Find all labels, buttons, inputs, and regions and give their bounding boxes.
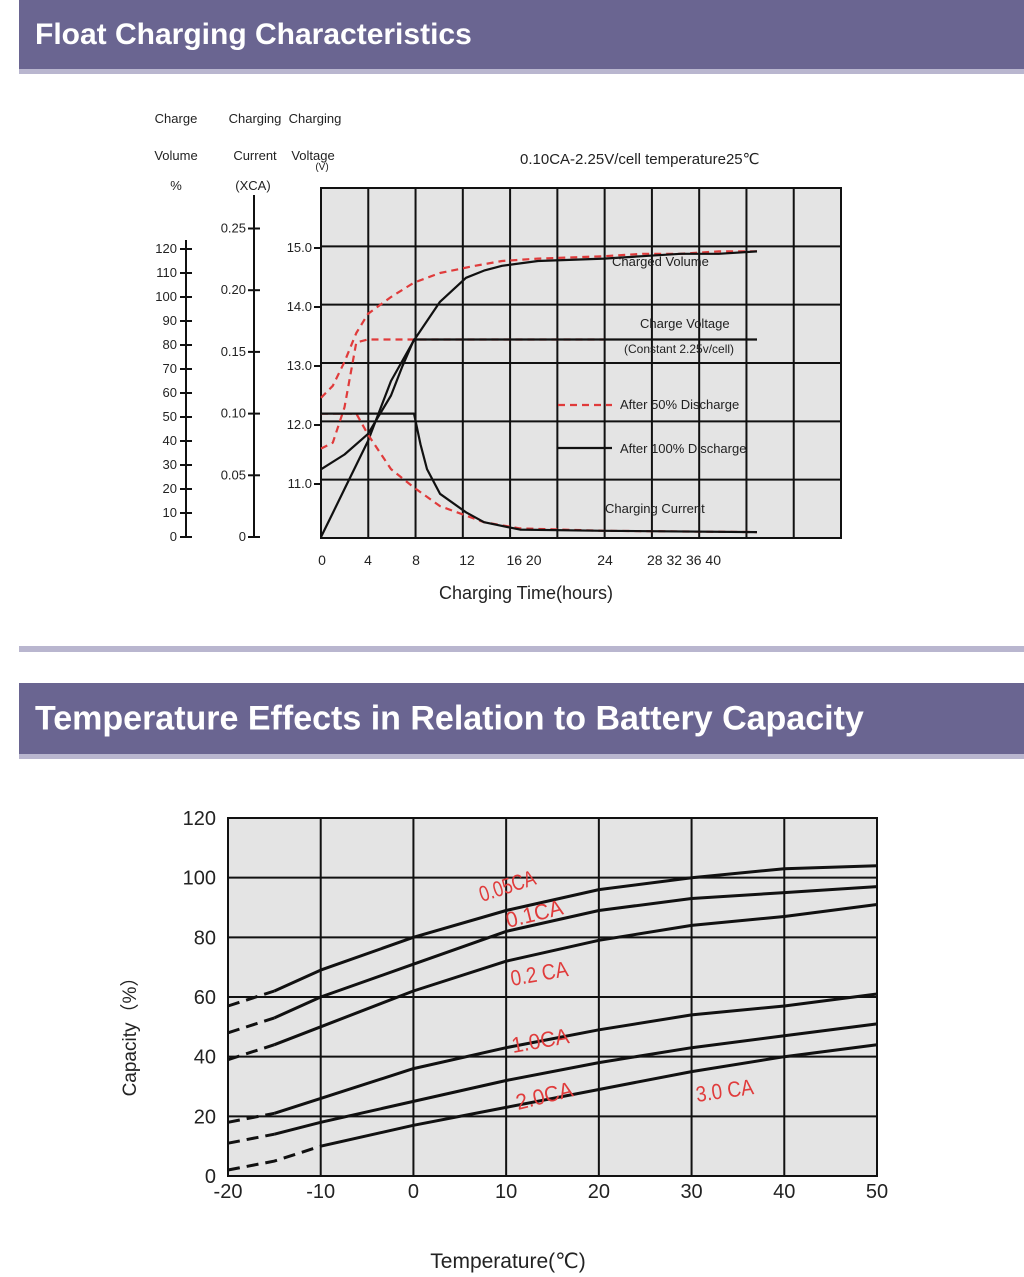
x-tick-label: 24 xyxy=(597,552,613,568)
x-tick-label: 0 xyxy=(408,1181,419,1203)
series-line-2 xyxy=(273,903,878,1047)
charge-volume-tick-label: 100 xyxy=(155,289,177,304)
y-tick-label: 60 xyxy=(194,987,216,1009)
annotation-constant-voltage: (Constant 2.25v/cell) xyxy=(624,342,734,356)
section-header-temperature-effects: Temperature Effects in Relation to Batte… xyxy=(19,683,1024,759)
section-title: Temperature Effects in Relation to Batte… xyxy=(35,699,864,737)
y-axis-title: Capacity（%） xyxy=(119,968,141,1097)
charging-current-axis-label: Charging xyxy=(229,111,282,126)
charging-current-tick-label: 0.05 xyxy=(221,467,246,482)
grid xyxy=(228,818,877,1176)
plot-border xyxy=(227,817,878,1177)
y-tick-label: 80 xyxy=(194,927,216,949)
series-group xyxy=(320,250,758,538)
charging-current-tick-label: 0.20 xyxy=(221,282,246,297)
charging-current-tick-label: 0.25 xyxy=(221,221,246,236)
charging-voltage-tick-label: 14.0 xyxy=(287,299,312,314)
series-line-4 xyxy=(274,1022,878,1136)
series-line-dashed-2 xyxy=(227,1043,275,1062)
chart-subtitle: 0.10CA-2.25V/cell temperature25℃ xyxy=(520,151,759,168)
series-line-charge-voltage xyxy=(320,338,757,471)
charge-volume-tick-label: 30 xyxy=(163,457,177,472)
legend-label: After 50% Discharge xyxy=(620,397,739,412)
x-axis-title: Charging Time(hours) xyxy=(439,583,613,603)
text-group: Charge Volume% Charging Current (XCA) Chargin… xyxy=(154,111,759,603)
y-tick-label: 120 xyxy=(183,808,216,830)
x-tick-label: 12 xyxy=(459,552,475,568)
y-tick-label: 20 xyxy=(194,1106,216,1128)
y-tick-label: 0 xyxy=(205,1166,216,1188)
series-line-0 xyxy=(273,864,878,993)
charge-volume-axis-label: Volume xyxy=(154,148,197,163)
charging-current-tick-label: 0 xyxy=(239,529,246,544)
charge-volume-tick-label: 20 xyxy=(163,481,177,496)
charging-voltage-axis-label: Charging xyxy=(289,111,342,126)
charge-volume-tick-label: 90 xyxy=(163,313,177,328)
section-title: Float Charging Characteristics xyxy=(35,17,472,51)
charge-volume-tick-label: 110 xyxy=(156,265,177,280)
series-line-dashed-5 xyxy=(227,1144,322,1172)
charge-volume-tick-label: 70 xyxy=(163,361,177,376)
charge-volume-tick-label: 50 xyxy=(163,409,177,424)
charging-voltage-axis-label: (V) xyxy=(315,162,328,173)
annotation-charge-voltage: Charge Voltage xyxy=(640,316,730,331)
x-tick-label: 40 xyxy=(773,1181,795,1203)
charging-voltage-tick-label: 12.0 xyxy=(287,417,312,432)
series-line-charged-volume xyxy=(320,250,758,538)
charging-voltage-tick-label: 13.0 xyxy=(287,358,312,373)
x-tick-label: 50 xyxy=(866,1181,888,1203)
annotation-charged-volume: Charged Volume xyxy=(612,254,709,269)
charging-voltage-tick-label: 15.0 xyxy=(287,240,312,255)
charging-current-tick-label: 0.10 xyxy=(221,406,246,421)
charging-voltage-axis-label: Voltage xyxy=(291,148,334,163)
charge-volume-tick-label: 80 xyxy=(163,337,177,352)
series-line-charged-volume xyxy=(320,250,757,399)
charge-volume-axis-label: Charge xyxy=(155,111,198,126)
y-tick-label: 40 xyxy=(194,1047,216,1069)
charging-current-tick-label: 0.15 xyxy=(221,344,246,359)
series-line-5 xyxy=(320,1043,878,1148)
float-charging-chart: 12011010090807060504030201000.250.200.15… xyxy=(154,111,842,603)
series-line-1 xyxy=(273,885,878,1020)
plot-border xyxy=(320,187,842,539)
charge-volume-tick-label: 60 xyxy=(163,385,177,400)
annotation-charging-current: Charging Current xyxy=(605,501,705,516)
x-tick-label: 8 xyxy=(412,552,420,568)
charging-current-axis-label: (XCA) xyxy=(235,178,270,193)
legend-label: After 100% Discharge xyxy=(620,441,746,456)
x-tick-label: 30 xyxy=(680,1181,702,1203)
charge-volume-axis-label: % xyxy=(170,178,182,193)
x-tick-label: -20 xyxy=(214,1181,243,1203)
left-axes: 12011010090807060504030201000.250.200.15… xyxy=(155,195,321,544)
series-line-3 xyxy=(273,992,878,1115)
x-tick-label: -10 xyxy=(306,1181,335,1203)
grid xyxy=(321,188,841,538)
section-header-float-charging: Float Charging Characteristics xyxy=(19,0,1024,74)
x-tick-label: 28 32 36 40 xyxy=(647,552,721,568)
charging-voltage-tick-label: 11.0 xyxy=(288,476,312,491)
charge-volume-tick-label: 40 xyxy=(163,433,177,448)
charge-volume-tick-label: 120 xyxy=(155,241,177,256)
series-group xyxy=(227,864,878,1172)
section-divider xyxy=(19,646,1024,652)
series-line-dashed-3 xyxy=(227,1111,275,1124)
series-line-dashed-4 xyxy=(227,1132,275,1145)
x-tick-label: 4 xyxy=(364,552,372,568)
charge-volume-tick-label: 10 xyxy=(163,505,177,520)
series-line-dashed-1 xyxy=(227,1016,275,1035)
y-tick-label: 100 xyxy=(183,868,216,890)
x-tick-label: 0 xyxy=(318,552,326,568)
charge-volume-tick-label: 0 xyxy=(170,529,177,544)
series-line-dashed-0 xyxy=(227,989,275,1008)
series-line-charging-current xyxy=(321,412,758,534)
charging-current-axis-label: Current xyxy=(233,148,277,163)
series-line-charging-current xyxy=(321,412,758,534)
x-tick-label: 16 20 xyxy=(506,552,541,568)
x-tick-label: 10 xyxy=(495,1181,517,1203)
x-axis-title: Temperature(℃) xyxy=(430,1250,585,1273)
x-tick-label: 20 xyxy=(588,1181,610,1203)
